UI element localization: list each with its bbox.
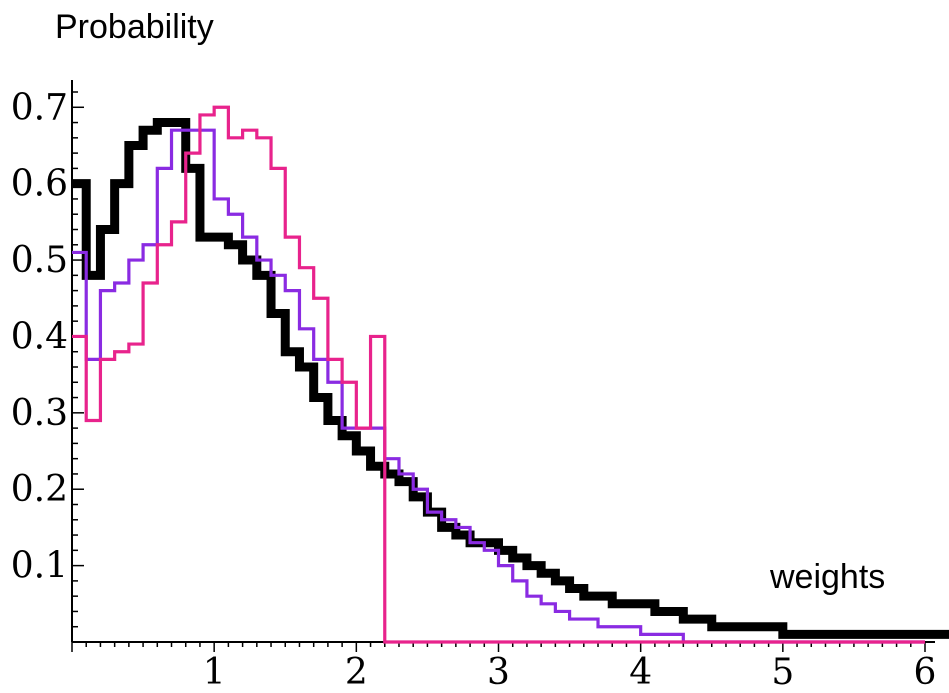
x-tick-label: 4 bbox=[629, 652, 652, 693]
series-line-magenta_series bbox=[72, 105, 925, 644]
y-tick-label: 0.4 bbox=[11, 316, 68, 357]
series-layer bbox=[72, 105, 949, 644]
x-tick-label: 1 bbox=[203, 652, 226, 693]
y-tick-label: 0.5 bbox=[11, 240, 68, 281]
y-tick-label: 0.2 bbox=[11, 469, 68, 510]
y-tick-label: 0.6 bbox=[11, 164, 68, 205]
x-axis-label: weights bbox=[769, 558, 885, 596]
tick-labels: 1 2 3 4 5 6 0.1 0.2 0.3 0.4 0.5 0.6 0.7 bbox=[11, 87, 937, 693]
x-tick-label: 6 bbox=[914, 652, 937, 693]
x-tick-label: 3 bbox=[487, 652, 510, 693]
y-tick-label: 0.1 bbox=[11, 546, 68, 587]
x-tick-label: 5 bbox=[771, 652, 794, 693]
x-tick-label: 2 bbox=[345, 652, 368, 693]
y-tick-label: 0.7 bbox=[11, 87, 68, 128]
y-tick-label: 0.3 bbox=[11, 393, 68, 434]
y-axis-label: Probability bbox=[55, 8, 214, 46]
series-line-black_series bbox=[72, 118, 949, 639]
